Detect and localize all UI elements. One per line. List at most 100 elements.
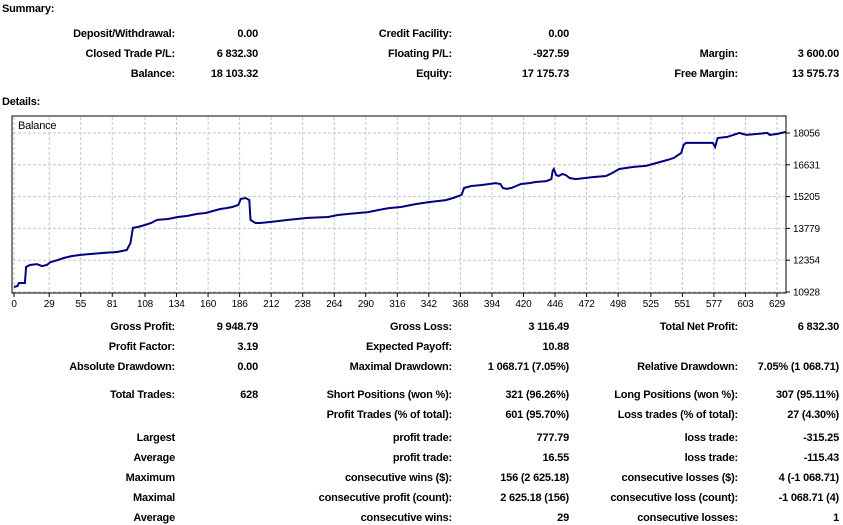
profit-factor-label: Profit Factor: — [108, 341, 175, 353]
credit-facility-value: 0.00 — [548, 28, 569, 40]
average-profit-trade-value: 16.55 — [542, 452, 569, 464]
loss-trades-value: 27 (4.30%) — [787, 409, 839, 421]
maximal-consecutive-loss-value: -1 068.71 (4) — [778, 492, 840, 504]
profit-trades-value: 601 (95.70%) — [505, 409, 569, 421]
svg-text:81: 81 — [107, 299, 118, 310]
long-positions-label: Long Positions (won %): — [614, 389, 738, 401]
relative-drawdown-label: Relative Drawdown: — [637, 361, 738, 373]
floating-pl-label: Floating P/L: — [387, 48, 452, 60]
svg-text:29: 29 — [44, 299, 55, 310]
svg-text:394: 394 — [484, 299, 501, 310]
average-profit-trade-label: profit trade: — [392, 452, 452, 464]
svg-text:18056: 18056 — [793, 129, 820, 140]
maximal-consecutive-profit-label: consecutive profit (count): — [318, 492, 453, 504]
svg-text:290: 290 — [358, 299, 375, 310]
long-positions-value: 307 (95.11%) — [775, 389, 839, 401]
svg-text:629: 629 — [769, 299, 786, 310]
gross-loss-label: Gross Loss: — [390, 321, 452, 333]
maximal-consecutive-profit-value: 2 625.18 (156) — [500, 492, 569, 504]
margin-value: 3 600.00 — [797, 48, 839, 60]
svg-text:472: 472 — [579, 299, 596, 310]
avg-consecutive-losses-label: consecutive losses: — [637, 512, 738, 524]
relative-drawdown-value: 7.05% (1 068.71) — [757, 361, 839, 373]
largest-loss-trade-value: -315.25 — [803, 432, 839, 444]
largest-loss-trade-label: loss trade: — [684, 432, 739, 444]
svg-text:160: 160 — [200, 299, 217, 310]
svg-text:368: 368 — [452, 299, 469, 310]
svg-text:12354: 12354 — [793, 256, 820, 267]
svg-text:525: 525 — [643, 299, 660, 310]
svg-text:446: 446 — [547, 299, 564, 310]
gross-loss-value: 3 116.49 — [528, 321, 569, 333]
largest-profit-trade-value: 777.79 — [536, 432, 570, 444]
total-net-profit-value: 6 832.30 — [797, 321, 839, 333]
short-positions-value: 321 (96.26%) — [505, 389, 569, 401]
max-consecutive-wins-value: 156 (2 625.18) — [500, 472, 569, 484]
maximal-drawdown-value: 1 068.71 (7.05%) — [487, 361, 569, 373]
largest-profit-trade-label: profit trade: — [392, 432, 452, 444]
equity-label: Equity: — [416, 68, 452, 80]
svg-text:238: 238 — [295, 299, 312, 310]
short-positions-label: Short Positions (won %): — [326, 389, 453, 401]
avg-consecutive-wins-value: 29 — [557, 512, 569, 524]
svg-text:0: 0 — [11, 299, 17, 310]
svg-text:186: 186 — [232, 299, 249, 310]
svg-text:10928: 10928 — [793, 288, 820, 299]
maximal-drawdown-label: Maximal Drawdown: — [349, 361, 453, 373]
balance-label: Balance: — [130, 68, 175, 80]
max-consecutive-losses-label: consecutive losses ($): — [621, 472, 739, 484]
maximal-row-label: Maximal — [132, 492, 175, 504]
svg-text:316: 316 — [389, 299, 406, 310]
total-trades-value: 628 — [240, 389, 258, 401]
avg-consecutive-losses-value: 1 — [833, 512, 839, 524]
maximum-row-label: Maximum — [125, 472, 176, 484]
credit-facility-label: Credit Facility: — [378, 28, 452, 40]
svg-text:13779: 13779 — [793, 224, 820, 235]
largest-row-label: Largest — [136, 432, 176, 444]
max-consecutive-wins-label: consecutive wins ($): — [344, 472, 452, 484]
absolute-drawdown-label: Absolute Drawdown: — [69, 361, 175, 373]
free-margin-label: Free Margin: — [674, 68, 738, 80]
deposit-withdrawal-label: Deposit/Withdrawal: — [73, 28, 175, 40]
svg-text:108: 108 — [137, 299, 154, 310]
balance-chart: 10928 12354 13779 15205 16631 18056 0 29 55 81 108… — [11, 115, 821, 310]
svg-text:498: 498 — [610, 299, 627, 310]
svg-text:342: 342 — [421, 299, 438, 310]
summary-section-title: Summary: — [2, 3, 55, 15]
avg-consecutive-wins-label: consecutive wins: — [360, 512, 453, 524]
margin-label: Margin: — [699, 48, 739, 60]
svg-text:603: 603 — [737, 299, 754, 310]
closed-trade-pl-label: Closed Trade P/L: — [85, 48, 175, 60]
max-consecutive-losses-value: 4 (-1 068.71) — [778, 472, 840, 484]
svg-text:16631: 16631 — [793, 160, 820, 171]
svg-text:134: 134 — [169, 299, 186, 310]
svg-text:55: 55 — [75, 299, 86, 310]
total-net-profit-label: Total Net Profit: — [659, 321, 738, 333]
average-loss-trade-label: loss trade: — [684, 452, 739, 464]
svg-text:551: 551 — [674, 299, 691, 310]
profit-factor-value: 3.19 — [237, 341, 258, 353]
expected-payoff-value: 10.88 — [542, 341, 569, 353]
svg-text:264: 264 — [326, 299, 343, 310]
closed-trade-pl-value: 6 832.30 — [216, 48, 258, 60]
deposit-withdrawal-value: 0.00 — [237, 28, 258, 40]
details-section-title: Details: — [2, 96, 41, 108]
equity-value: 17 175.73 — [521, 68, 569, 80]
free-margin-value: 13 575.73 — [791, 68, 839, 80]
total-trades-label: Total Trades: — [109, 389, 175, 401]
profit-trades-label: Profit Trades (% of total): — [326, 409, 453, 421]
average2-row-label: Average — [133, 512, 175, 524]
balance-value: 18 103.32 — [210, 68, 258, 80]
svg-text:15205: 15205 — [793, 192, 820, 203]
svg-text:212: 212 — [263, 299, 280, 310]
svg-text:Balance: Balance — [18, 120, 56, 132]
gross-profit-value: 9 948.79 — [216, 321, 258, 333]
average-loss-trade-value: -115.43 — [803, 452, 840, 464]
loss-trades-label: Loss trades (% of total): — [617, 409, 738, 421]
floating-pl-value: -927.59 — [533, 48, 569, 60]
svg-text:577: 577 — [706, 299, 723, 310]
svg-text:420: 420 — [515, 299, 532, 310]
average-row-label: Average — [133, 452, 175, 464]
maximal-consecutive-loss-label: consecutive loss (count): — [610, 492, 738, 504]
